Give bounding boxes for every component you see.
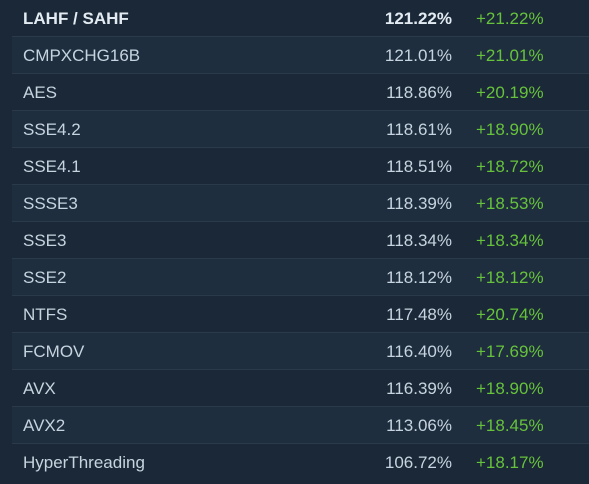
feature-name: SSE4.2 — [23, 120, 81, 139]
feature-change: +18.45% — [476, 416, 544, 435]
table-row: SSE3 118.34% +18.34% — [12, 222, 589, 259]
feature-name: LAHF / SAHF — [23, 9, 129, 28]
feature-percentage: 118.12% — [386, 268, 452, 287]
table-row: CMPXCHG16B 121.01% +21.01% — [12, 37, 589, 74]
table-row: SSE2 118.12% +18.12% — [12, 259, 589, 296]
feature-name: AES — [23, 83, 58, 102]
table-row: SSE4.1 118.51% +18.72% — [12, 148, 589, 185]
feature-change: +18.90% — [476, 120, 544, 139]
feature-name: NTFS — [23, 305, 68, 324]
feature-percentage: 118.39% — [386, 194, 452, 213]
table-row: NTFS 117.48% +20.74% — [12, 296, 589, 333]
feature-change: +18.90% — [476, 379, 544, 398]
feature-change: +21.01% — [476, 46, 544, 65]
feature-percentage: 116.39% — [386, 379, 452, 398]
feature-percentage: 106.72% — [384, 453, 452, 472]
feature-name: SSSE3 — [23, 194, 78, 213]
table-row: AVX2 113.06% +18.45% — [12, 407, 589, 444]
feature-name: SSE4.1 — [23, 157, 81, 176]
cpu-features-table: LAHF / SAHF 121.22% +21.22% CMPXCHG16B 1… — [12, 0, 589, 481]
feature-percentage: 121.22% — [384, 9, 452, 28]
feature-name: HyperThreading — [23, 453, 145, 472]
table-row: SSE4.2 118.61% +18.90% — [12, 111, 589, 148]
feature-change: +18.34% — [476, 231, 544, 250]
feature-change: +18.72% — [476, 157, 544, 176]
feature-change: +20.74% — [476, 305, 544, 324]
feature-change: +18.17% — [476, 453, 544, 472]
feature-percentage: 118.51% — [386, 157, 452, 176]
table-row: AES 118.86% +20.19% — [12, 74, 589, 111]
feature-percentage: 116.40% — [386, 342, 452, 361]
feature-change: +18.12% — [476, 268, 544, 287]
feature-percentage: 118.34% — [386, 231, 452, 250]
feature-percentage: 113.06% — [386, 416, 452, 435]
table-row: AVX 116.39% +18.90% — [12, 370, 589, 407]
table-row: SSSE3 118.39% +18.53% — [12, 185, 589, 222]
feature-percentage: 117.48% — [386, 305, 452, 324]
table-row: FCMOV 116.40% +17.69% — [12, 333, 589, 370]
feature-change: +20.19% — [476, 83, 544, 102]
feature-name: SSE3 — [23, 231, 67, 250]
feature-percentage: 118.86% — [386, 83, 452, 102]
feature-name: AVX — [23, 379, 56, 398]
feature-name: AVX2 — [23, 416, 66, 435]
feature-name: FCMOV — [23, 342, 85, 361]
feature-change: +18.53% — [476, 194, 544, 213]
feature-name: SSE2 — [23, 268, 67, 287]
feature-percentage: 121.01% — [384, 46, 452, 65]
table-row: LAHF / SAHF 121.22% +21.22% — [12, 0, 589, 37]
feature-percentage: 118.61% — [386, 120, 452, 139]
feature-name: CMPXCHG16B — [23, 46, 141, 65]
table-row: HyperThreading 106.72% +18.17% — [12, 444, 589, 481]
feature-change: +21.22% — [476, 9, 544, 28]
feature-change: +17.69% — [476, 342, 544, 361]
